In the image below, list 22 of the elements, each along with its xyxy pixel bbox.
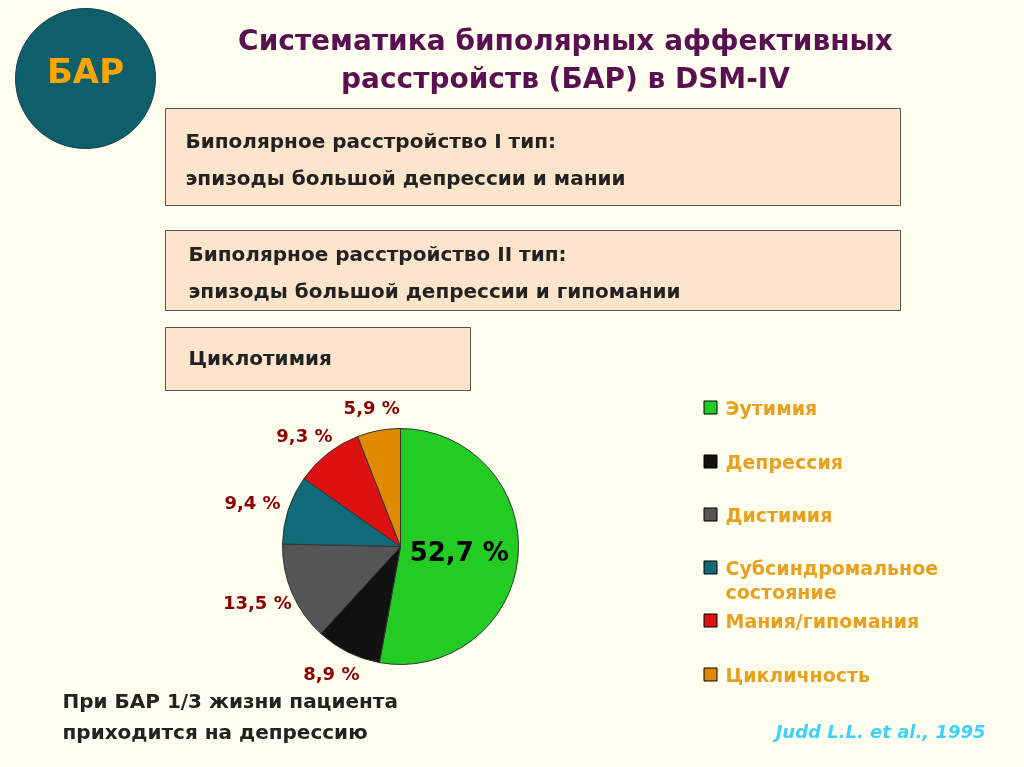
- chart-title: Систематика биполярных аффективных расстройств (БАР) в DSM-IV: [238, 24, 893, 95]
- data-label: 9,3 %: [276, 424, 333, 446]
- legend-label: Цикличность: [725, 663, 871, 686]
- data-label: 8,9 %: [303, 662, 360, 684]
- text: эпизоды большой депрессии и гипомании: [188, 278, 681, 303]
- text: Биполярное расстройство I тип:: [185, 128, 557, 153]
- legend-label: Субсиндромальное состояние: [725, 556, 939, 603]
- text: эпизоды большой депрессии и мании: [185, 165, 626, 190]
- legend-label: Дистимия: [725, 503, 833, 526]
- data-label: 9,4 %: [224, 491, 281, 513]
- text: Циклотимия: [188, 345, 332, 370]
- text: приходится на депрессию: [62, 719, 368, 744]
- data-label: 5,9 %: [343, 396, 400, 418]
- legend-label: Мания/гипомания: [725, 609, 920, 632]
- text: БАР: [46, 50, 125, 91]
- legend-label: Эутимия: [725, 396, 818, 419]
- text: При БАР 1/3 жизни пациента: [62, 688, 398, 713]
- text: Биполярное расстройство II тип:: [188, 241, 567, 266]
- legend-label: Депрессия: [725, 450, 843, 473]
- data-label: 13,5 %: [222, 591, 292, 613]
- text: Judd L.L. et al., 1995: [772, 721, 986, 742]
- data-label: 52,7 %: [409, 536, 509, 567]
